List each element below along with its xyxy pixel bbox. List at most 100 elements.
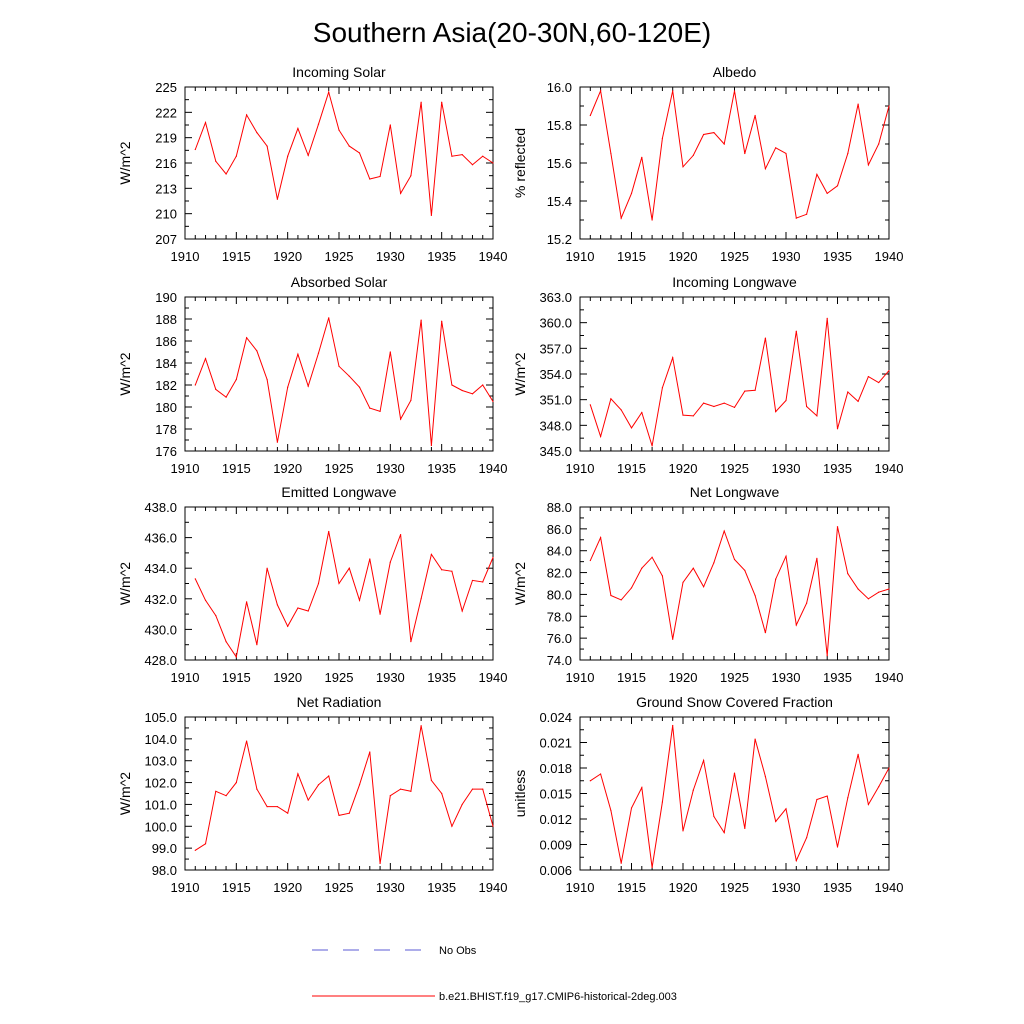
- data-point: [400, 418, 402, 420]
- data-point: [225, 396, 227, 398]
- data-point: [492, 400, 494, 403]
- data-point: [641, 411, 643, 414]
- y-tick-label: 363.0: [539, 290, 572, 305]
- data-point: [723, 832, 725, 834]
- data-point: [723, 530, 725, 532]
- panel-title: Emitted Longwave: [281, 484, 396, 500]
- data-point: [785, 152, 787, 155]
- y-tick-label: 219: [155, 131, 177, 146]
- data-point: [328, 91, 330, 93]
- y-tick-label: 74.0: [547, 653, 572, 668]
- data-point: [246, 740, 248, 742]
- data-point: [328, 775, 330, 777]
- data-point: [492, 162, 494, 164]
- x-tick-label: 1930: [376, 670, 405, 685]
- x-tick-label: 1930: [772, 249, 801, 264]
- data-point: [641, 567, 643, 569]
- plot-frame: [579, 86, 890, 240]
- x-tick-label: 1910: [566, 670, 595, 685]
- data-point: [369, 178, 371, 180]
- x-tick-label: 1910: [566, 249, 595, 264]
- y-tick-label: 432.0: [144, 592, 177, 607]
- data-point: [461, 153, 463, 156]
- data-point: [410, 641, 412, 643]
- data-point: [461, 803, 463, 806]
- x-tick-label: 1935: [427, 461, 456, 476]
- data-point: [651, 556, 653, 558]
- panel-title: Net Longwave: [690, 484, 780, 500]
- data-point: [836, 185, 839, 187]
- data-point: [775, 411, 777, 413]
- x-tick-label: 1915: [222, 249, 251, 264]
- data-point: [328, 317, 330, 319]
- data-point: [630, 427, 633, 429]
- x-tick-label: 1930: [772, 461, 801, 476]
- x-tick-label: 1915: [617, 461, 646, 476]
- data-point: [471, 788, 474, 790]
- data-point: [733, 90, 736, 92]
- data-point: [754, 738, 756, 740]
- data-point: [400, 788, 402, 790]
- x-tick-label: 1935: [823, 880, 852, 895]
- data-point: [651, 866, 653, 869]
- data-point: [795, 624, 797, 626]
- data-point: [754, 594, 756, 597]
- data-point: [826, 317, 828, 319]
- data-point: [410, 399, 412, 401]
- data-point: [471, 393, 474, 395]
- y-tick-label: 222: [155, 105, 177, 120]
- data-point: [492, 556, 494, 559]
- data-point: [600, 435, 602, 438]
- data-point: [888, 369, 890, 372]
- x-tick-label: 1930: [376, 880, 405, 895]
- data-point: [369, 407, 371, 409]
- data-point: [276, 441, 278, 443]
- data-point: [878, 143, 880, 145]
- plot-frame: [579, 296, 890, 452]
- data-point: [692, 154, 694, 156]
- data-point: [225, 641, 227, 643]
- data-point: [785, 555, 787, 557]
- data-point: [692, 415, 694, 417]
- panel-title: Ground Snow Covered Fraction: [636, 694, 833, 710]
- data-point: [348, 567, 350, 569]
- x-tick-label: 1940: [875, 249, 904, 264]
- x-tick-label: 1920: [669, 880, 698, 895]
- x-tick-label: 1910: [171, 670, 200, 685]
- x-tick-label: 1915: [222, 880, 251, 895]
- data-point: [348, 375, 350, 377]
- x-tick-label: 1940: [875, 880, 904, 895]
- data-point: [215, 615, 217, 617]
- plot-frame: [184, 716, 494, 871]
- x-tick-label: 1915: [617, 249, 646, 264]
- data-point: [389, 351, 391, 353]
- data-point: [358, 784, 361, 786]
- x-tick-label: 1925: [720, 880, 749, 895]
- data-point: [610, 594, 612, 597]
- data-point: [775, 578, 777, 580]
- data-point: [836, 846, 839, 848]
- data-point: [441, 101, 443, 103]
- data-point: [620, 217, 622, 219]
- data-point: [672, 724, 674, 727]
- data-point: [857, 400, 859, 402]
- legend-label-model: b.e21.BHIST.f19_g17.CMIP6-historical-2de…: [439, 991, 677, 1003]
- data-point: [867, 803, 870, 806]
- data-point: [888, 767, 890, 769]
- series-line: [589, 526, 890, 656]
- data-point: [682, 414, 684, 416]
- data-point: [651, 219, 653, 221]
- data-point: [775, 147, 777, 149]
- y-tick-label: 15.4: [547, 194, 572, 209]
- data-point: [338, 129, 340, 131]
- data-point: [620, 862, 622, 864]
- y-tick-label: 210: [155, 207, 177, 222]
- data-point: [600, 537, 602, 539]
- data-point: [630, 192, 633, 194]
- x-tick-label: 1935: [823, 461, 852, 476]
- series-line: [590, 725, 890, 868]
- data-point: [482, 384, 484, 386]
- data-point: [764, 337, 767, 339]
- data-point: [610, 398, 612, 400]
